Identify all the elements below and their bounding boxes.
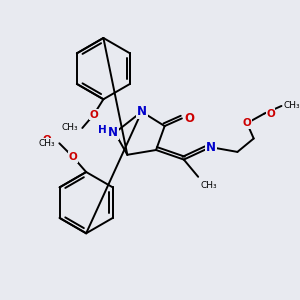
- Text: N: N: [137, 105, 147, 118]
- Text: CH₃: CH₃: [200, 181, 217, 190]
- Text: H: H: [98, 125, 107, 135]
- Text: O: O: [43, 135, 52, 146]
- Text: N: N: [206, 141, 216, 154]
- Text: CH₃: CH₃: [62, 124, 79, 133]
- Text: CH₃: CH₃: [39, 139, 56, 148]
- Text: O: O: [68, 152, 77, 162]
- Text: O: O: [184, 112, 195, 125]
- Text: O: O: [89, 110, 98, 120]
- Text: O: O: [266, 109, 275, 118]
- Text: N: N: [108, 126, 118, 139]
- Text: O: O: [243, 118, 251, 128]
- Text: CH₃: CH₃: [284, 101, 300, 110]
